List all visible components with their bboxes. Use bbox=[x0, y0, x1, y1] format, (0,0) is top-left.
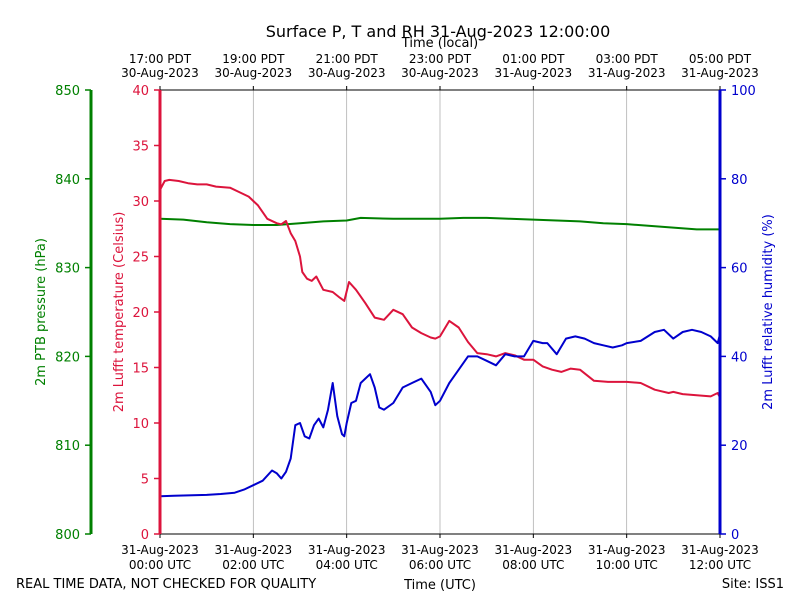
temperature-axis-label: 2m Lufft temperature (Celsius) bbox=[112, 212, 127, 413]
top-tick-time: 19:00 PDT bbox=[222, 52, 285, 66]
bottom-tick-date: 31-Aug-2023 bbox=[495, 543, 573, 557]
pressure-tick-label: 800 bbox=[55, 528, 80, 543]
bottom-tick-date: 31-Aug-2023 bbox=[308, 543, 386, 557]
bottom-tick-time: 06:00 UTC bbox=[409, 558, 471, 572]
pressure-series-line bbox=[159, 216, 720, 231]
temperature-tick-label: 40 bbox=[132, 84, 149, 99]
grid-lines bbox=[252, 90, 628, 534]
humidity-ticks: 0 20 40 60 80 100 bbox=[720, 84, 756, 543]
bottom-tick-date: 31-Aug-2023 bbox=[121, 543, 199, 557]
pressure-tick-label: 840 bbox=[55, 173, 80, 188]
top-tick-date: 31-Aug-2023 bbox=[681, 66, 759, 80]
bottom-tick-time: 02:00 UTC bbox=[222, 558, 284, 572]
top-tick-date: 30-Aug-2023 bbox=[401, 66, 479, 80]
top-tick-date: 31-Aug-2023 bbox=[495, 66, 573, 80]
top-tick-date: 30-Aug-2023 bbox=[121, 66, 199, 80]
pressure-tick-label: 850 bbox=[55, 84, 80, 99]
pressure-tick-label: 820 bbox=[55, 350, 80, 365]
bottom-tick-time: 12:00 UTC bbox=[689, 558, 751, 572]
temperature-tick-label: 20 bbox=[132, 306, 149, 321]
top-tick-date: 30-Aug-2023 bbox=[308, 66, 386, 80]
top-tick-time: 03:00 PDT bbox=[596, 52, 659, 66]
humidity-tick-label: 80 bbox=[731, 173, 748, 188]
temperature-tick-label: 5 bbox=[141, 473, 149, 488]
bottom-tick-date: 31-Aug-2023 bbox=[215, 543, 293, 557]
pressure-axis-label: 2m PTB pressure (hPa) bbox=[34, 238, 49, 386]
humidity-axis-label: 2m Lufft relative humidity (%) bbox=[761, 214, 776, 410]
humidity-tick-label: 20 bbox=[731, 439, 748, 454]
top-tick-time: 23:00 PDT bbox=[409, 52, 472, 66]
bottom-tick-time: 00:00 UTC bbox=[129, 558, 191, 572]
temperature-tick-label: 25 bbox=[132, 251, 149, 266]
bottom-tick-time: 10:00 UTC bbox=[596, 558, 658, 572]
temperature-tick-label: 30 bbox=[132, 195, 149, 210]
humidity-tick-label: 40 bbox=[731, 350, 748, 365]
site-label: Site: ISS1 bbox=[722, 577, 784, 592]
series-lines bbox=[159, 178, 721, 498]
top-tick-time: 01:00 PDT bbox=[502, 52, 565, 66]
top-tick-time: 17:00 PDT bbox=[129, 52, 192, 66]
temperature-ticks: 0 5 10 15 20 25 30 35 40 bbox=[132, 84, 160, 543]
humidity-tick-label: 100 bbox=[731, 84, 756, 99]
temperature-tick-label: 35 bbox=[132, 140, 149, 155]
top-tick-time: 05:00 PDT bbox=[689, 52, 752, 66]
top-tick-time: 21:00 PDT bbox=[316, 52, 379, 66]
top-tick-date: 30-Aug-2023 bbox=[215, 66, 293, 80]
bottom-tick-date: 31-Aug-2023 bbox=[681, 543, 759, 557]
humidity-tick-label: 60 bbox=[731, 262, 748, 277]
bottom-tick-date: 31-Aug-2023 bbox=[401, 543, 479, 557]
chart-title: Surface P, T and RH 31-Aug-2023 12:00:00 bbox=[266, 22, 611, 41]
humidity-tick-label: 0 bbox=[731, 528, 739, 543]
bottom-tick-time: 08:00 UTC bbox=[502, 558, 564, 572]
temperature-tick-label: 0 bbox=[141, 528, 149, 543]
humidity-series-line bbox=[159, 328, 721, 498]
pressure-tick-label: 810 bbox=[55, 439, 80, 454]
bottom-tick-date: 31-Aug-2023 bbox=[588, 543, 666, 557]
temperature-tick-label: 15 bbox=[132, 362, 149, 377]
temperature-series-line bbox=[159, 178, 721, 398]
quality-disclaimer: REAL TIME DATA, NOT CHECKED FOR QUALITY bbox=[16, 577, 316, 592]
bottom-tick-time: 04:00 UTC bbox=[316, 558, 378, 572]
top-axis-label: Time (local) bbox=[401, 36, 478, 51]
temperature-tick-label: 10 bbox=[132, 417, 149, 432]
pressure-tick-label: 830 bbox=[55, 262, 80, 277]
bottom-axis-label: Time (UTC) bbox=[403, 578, 476, 593]
top-tick-date: 31-Aug-2023 bbox=[588, 66, 666, 80]
pressure-ticks: 800 810 820 830 840 850 bbox=[55, 84, 91, 543]
